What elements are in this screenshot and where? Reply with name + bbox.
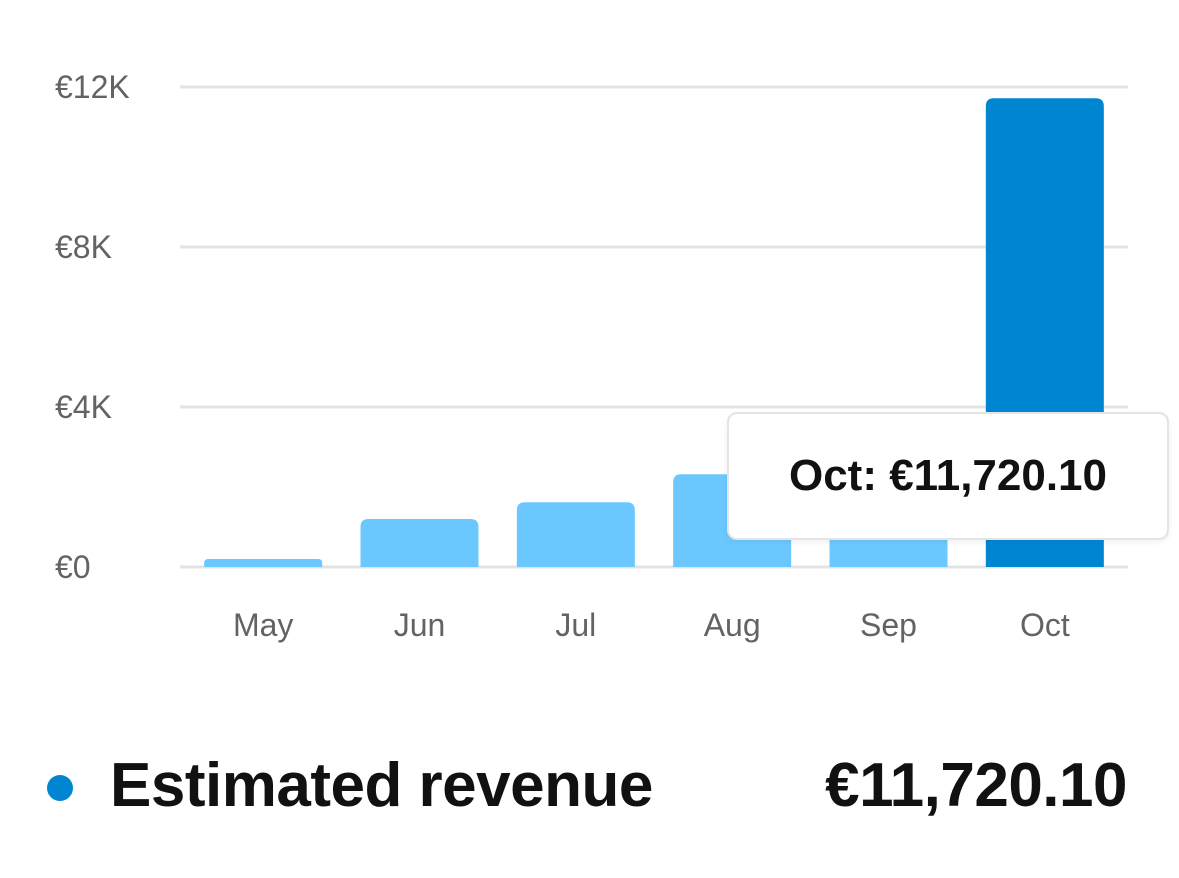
- bar-jun[interactable]: [360, 519, 479, 567]
- bar-may[interactable]: [204, 559, 323, 567]
- legend-label: Estimated revenue: [110, 751, 653, 820]
- x-tick-label: May: [233, 607, 293, 643]
- x-tick-label: Jul: [555, 607, 596, 643]
- x-tick-label: Oct: [1020, 607, 1070, 643]
- x-tick-label: Aug: [704, 607, 761, 643]
- bar-tooltip: Oct: €11,720.10: [727, 412, 1169, 540]
- y-tick-label: €4K: [55, 389, 112, 425]
- y-tick-label: €12K: [55, 69, 130, 105]
- legend-value: €11,720.10: [825, 751, 1127, 820]
- bar-jul[interactable]: [516, 502, 635, 567]
- y-tick-label: €0: [55, 549, 91, 585]
- legend-dot-icon: [47, 775, 73, 801]
- x-axis-labels: May Jun Jul Aug Sep Oct: [233, 607, 1070, 643]
- x-tick-label: Sep: [860, 607, 917, 643]
- revenue-bar-chart: €0 €4K €8K €12K May Jun Jul Aug Sep Oct: [55, 69, 1128, 643]
- y-tick-label: €8K: [55, 229, 112, 265]
- legend: Estimated revenue €11,720.10: [0, 740, 1179, 832]
- x-tick-label: Jun: [394, 607, 446, 643]
- grid-layer: €0 €4K €8K €12K: [55, 69, 1128, 585]
